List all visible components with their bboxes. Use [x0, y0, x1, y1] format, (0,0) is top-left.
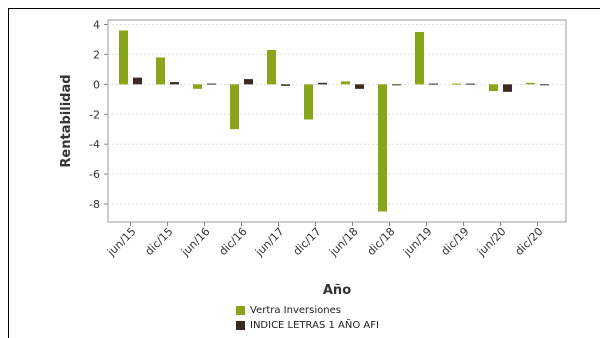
y-tick-label: -8: [89, 198, 100, 211]
x-tick-label: dic/16: [217, 225, 250, 258]
y-tick-label: -6: [89, 168, 100, 181]
bar-vertra-dic-20: [526, 82, 535, 85]
bar-vertra-jun-16: [193, 84, 202, 89]
x-tick-label: dic/17: [291, 225, 324, 258]
x-tick-label: dic/19: [439, 225, 472, 258]
legend-label-vertra: Vertra Inversiones: [250, 305, 341, 316]
legend-label-indice: INDICE LETRAS 1 AÑO AFI: [250, 320, 379, 331]
bar-indice-dic-15: [170, 82, 179, 85]
bars: [119, 30, 549, 212]
bar-vertra-jun-17: [267, 49, 276, 85]
x-tick-label: jun/15: [104, 225, 138, 259]
bar-indice-dic-19: [466, 83, 475, 85]
y-tick-label: 4: [93, 18, 100, 31]
bar-indice-dic-16: [244, 79, 253, 85]
bar-indice-jun-18: [355, 84, 364, 89]
bar-vertra-dic-18: [378, 84, 387, 212]
bar-indice-jun-17: [281, 84, 290, 86]
x-tick-label: jun/18: [326, 225, 360, 259]
x-axis-label: Año: [323, 283, 351, 298]
x-tick-label: dic/15: [143, 225, 176, 258]
y-tick-label: -2: [89, 108, 100, 121]
bar-indice-jun-20: [503, 84, 512, 92]
bar-indice-dic-20: [540, 84, 549, 86]
bar-vertra-jun-19: [415, 31, 424, 85]
bar-indice-jun-19: [429, 83, 438, 85]
legend-item-vertra: Vertra Inversiones: [236, 303, 379, 318]
legend-swatch-vertra: [236, 306, 245, 315]
chart-legend: Vertra Inversiones INDICE LETRAS 1 AÑO A…: [236, 303, 379, 333]
bar-indice-jun-16: [207, 83, 216, 85]
bar-vertra-dic-17: [304, 84, 313, 120]
x-tick-label: jun/19: [400, 225, 434, 259]
gridlines: [108, 23, 566, 205]
x-tick-label: dic/18: [365, 225, 398, 258]
bar-vertra-dic-15: [156, 57, 165, 85]
y-axis-label: Rentabilidad: [59, 74, 74, 167]
bar-indice-jun-15: [133, 77, 142, 85]
y-tick-label: -4: [89, 138, 100, 151]
bar-vertra-dic-16: [230, 84, 239, 130]
plot-area-border: [107, 19, 567, 223]
frame-left-border: [8, 8, 9, 338]
bar-vertra-dic-19: [452, 83, 461, 85]
y-axis-ticks: 4 2 0 -2 -4 -6 -8: [89, 18, 108, 211]
y-tick-label: 0: [93, 78, 100, 91]
bar-indice-dic-18: [392, 84, 401, 86]
x-tick-label: dic/20: [513, 225, 546, 258]
legend-swatch-indice: [236, 321, 245, 330]
x-tick-label: jun/20: [474, 225, 508, 259]
legend-item-indice: INDICE LETRAS 1 AÑO AFI: [236, 318, 379, 333]
x-tick-label: jun/16: [178, 225, 212, 259]
x-tick-label: jun/17: [252, 225, 286, 259]
bar-vertra-jun-15: [119, 30, 128, 85]
x-axis-ticks: jun/15 dic/15 jun/16 dic/16 jun/17 dic/17 jun/…: [104, 222, 546, 259]
bar-vertra-jun-20: [489, 84, 498, 92]
bar-vertra-jun-18: [341, 81, 350, 85]
frame-top-border: [8, 8, 600, 9]
bar-indice-dic-17: [318, 82, 327, 85]
y-tick-label: 2: [93, 48, 100, 61]
